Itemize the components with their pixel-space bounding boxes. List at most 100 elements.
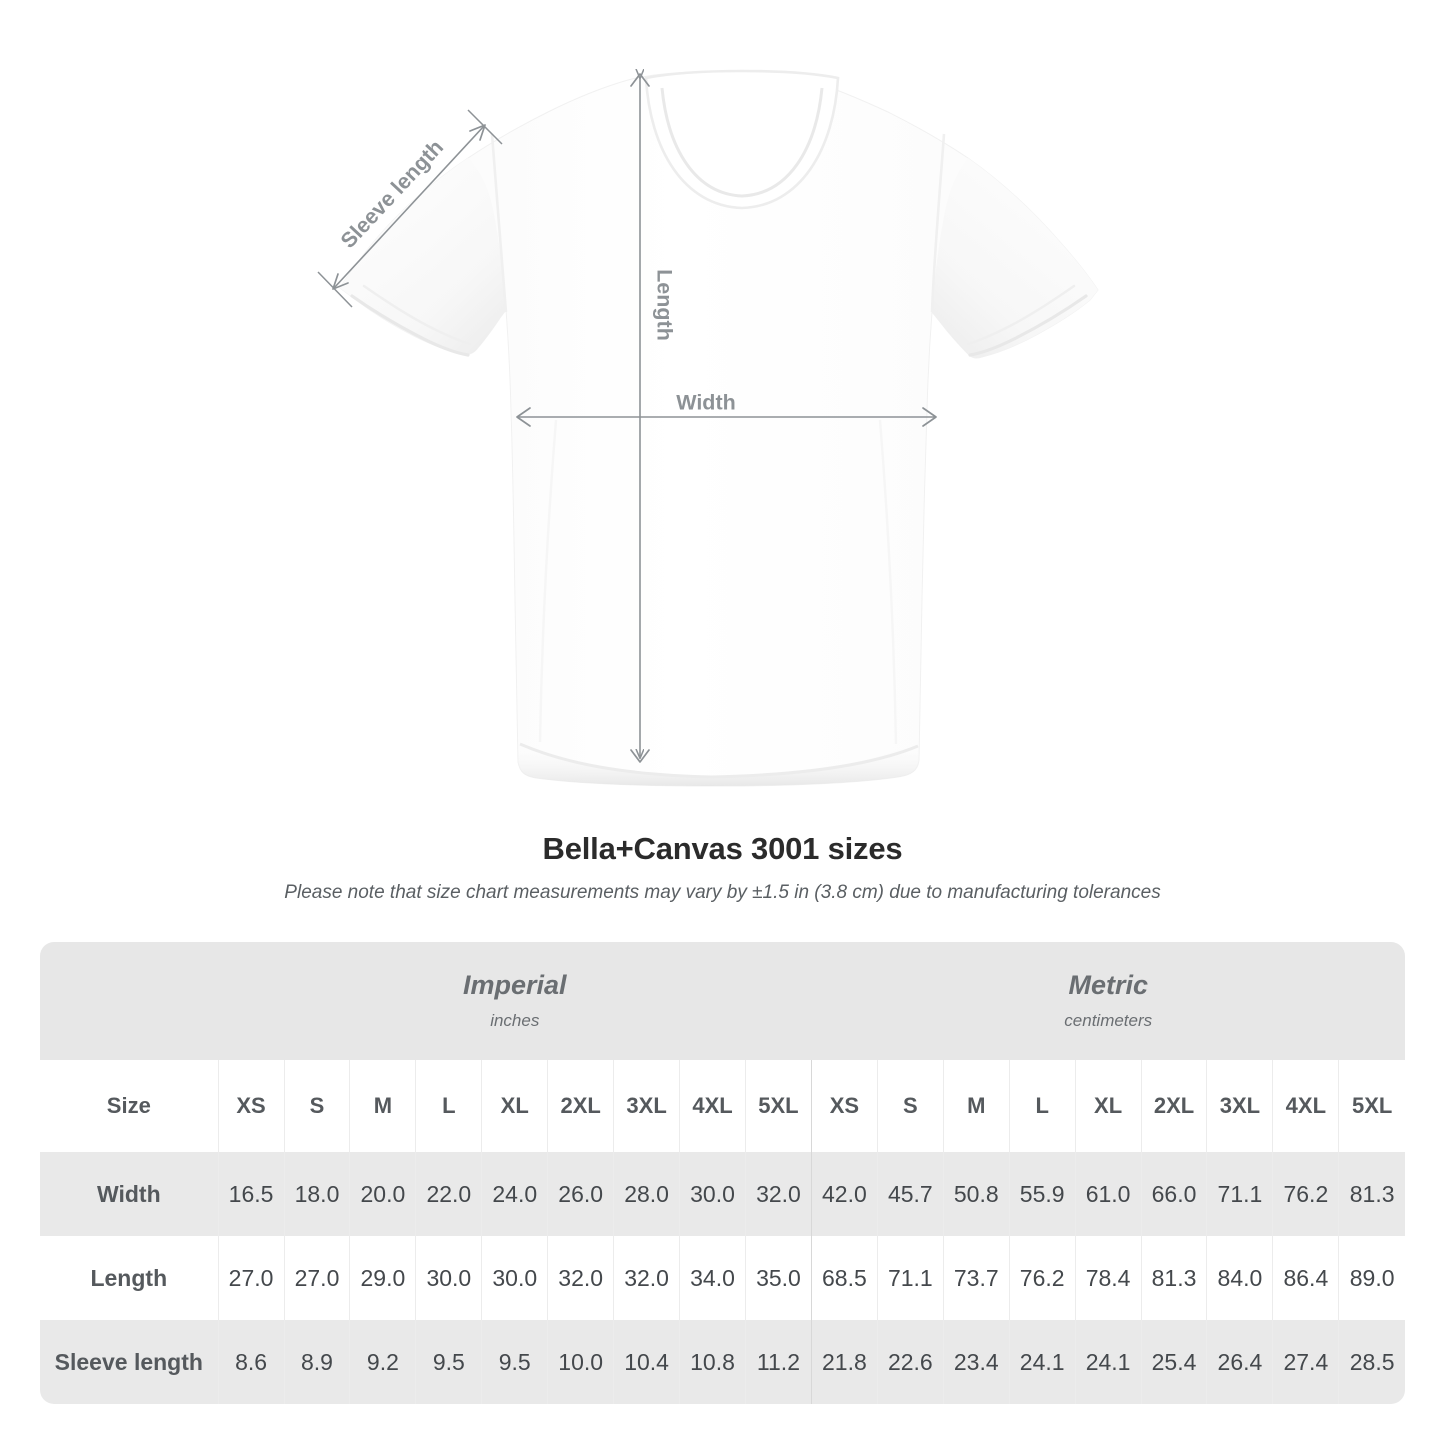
- unit-band-spacer: [40, 942, 219, 1060]
- cell-length-imperial-4xl: 34.0: [679, 1236, 746, 1320]
- cell-length-metric-xs: 68.5: [810, 1236, 878, 1320]
- unit-group-imperial: Imperial inches: [218, 942, 812, 1060]
- right-sleeve-cuff-inner: [966, 284, 1076, 346]
- cell-sleeve-length-metric-xs: 21.8: [810, 1320, 878, 1404]
- fabric-fold-right: [878, 419, 898, 745]
- cell-sleeve-length-metric-2xl: 25.4: [1140, 1320, 1207, 1404]
- right-armhole-seam: [930, 133, 946, 313]
- cell-sleeve-length-imperial-m: 9.2: [349, 1320, 416, 1404]
- cell-length-imperial-5xl: 35.0: [744, 1236, 812, 1320]
- size-header-imperial-4xl: 4XL: [679, 1060, 746, 1152]
- size-header-imperial-3xl: 3XL: [613, 1060, 680, 1152]
- cell-width-imperial-xl: 24.0: [481, 1152, 548, 1236]
- cell-length-metric-l: 76.2: [1008, 1236, 1076, 1320]
- unit-group-metric-unit: centimeters: [1064, 1011, 1153, 1030]
- cell-sleeve-length-metric-3xl: 26.4: [1206, 1320, 1273, 1404]
- cell-width-metric-4xl: 76.2: [1272, 1152, 1339, 1236]
- cell-width-metric-xl: 61.0: [1074, 1152, 1142, 1236]
- unit-group-metric-name: Metric: [1068, 970, 1148, 1000]
- cell-width-metric-2xl: 66.0: [1140, 1152, 1207, 1236]
- size-chart-table: Imperial inches Metric centimeters Size …: [40, 942, 1405, 1404]
- length-arrow-top: [630, 73, 650, 87]
- sleeve-dimension-line: [333, 125, 485, 289]
- cell-length-imperial-xl: 30.0: [481, 1236, 548, 1320]
- cell-length-imperial-s: 27.0: [283, 1236, 350, 1320]
- cell-length-metric-s: 71.1: [876, 1236, 944, 1320]
- unit-group-imperial-unit: inches: [490, 1011, 540, 1030]
- cell-length-metric-5xl: 89.0: [1338, 1236, 1405, 1320]
- size-header-imperial-l: L: [415, 1060, 482, 1152]
- cell-length-imperial-3xl: 32.0: [613, 1236, 680, 1320]
- sleeve-arrow-lower: [332, 273, 349, 290]
- size-header-metric-4xl: 4XL: [1272, 1060, 1339, 1152]
- size-header-metric-s: S: [876, 1060, 944, 1152]
- cell-length-imperial-2xl: 32.0: [547, 1236, 614, 1320]
- cell-width-imperial-3xl: 28.0: [613, 1152, 680, 1236]
- cell-length-metric-3xl: 84.0: [1206, 1236, 1273, 1320]
- width-label: Width: [676, 391, 736, 415]
- cell-length-imperial-m: 29.0: [349, 1236, 416, 1320]
- cell-width-imperial-l: 22.0: [415, 1152, 482, 1236]
- cell-length-metric-m: 73.7: [942, 1236, 1010, 1320]
- sleeve-tick-upper: [467, 109, 503, 145]
- right-sleeve-cuff: [968, 294, 1088, 357]
- right-sleeve-shade: [932, 158, 1098, 358]
- cell-sleeve-length-imperial-xl: 9.5: [481, 1320, 548, 1404]
- cell-width-metric-3xl: 71.1: [1206, 1152, 1273, 1236]
- cell-sleeve-length-imperial-5xl: 11.2: [744, 1320, 812, 1404]
- size-header-metric-5xl: 5XL: [1338, 1060, 1405, 1152]
- left-sleeve-cuff: [350, 294, 470, 357]
- cell-length-metric-xl: 78.4: [1074, 1236, 1142, 1320]
- cell-sleeve-length-imperial-2xl: 10.0: [547, 1320, 614, 1404]
- size-header-imperial-xs: XS: [217, 1060, 285, 1152]
- page-title: Bella+Canvas 3001 sizes: [542, 831, 903, 866]
- length-arrow-bottom: [630, 749, 650, 763]
- left-armhole-seam: [490, 133, 508, 313]
- cell-width-metric-m: 50.8: [942, 1152, 1010, 1236]
- cell-sleeve-length-metric-s: 22.6: [876, 1320, 944, 1404]
- table-row: Sleeve length 8.6 8.9 9.2 9.5 9.5 10.0 10.4 10.8…: [40, 1320, 1405, 1404]
- size-header-imperial-s: S: [283, 1060, 350, 1152]
- tshirt-diagram: Sleeve length Length Width: [317, 0, 1099, 787]
- size-chart-table-wrap: Imperial inches Metric centimeters Size …: [40, 942, 1405, 1404]
- size-header-metric-3xl: 3XL: [1206, 1060, 1273, 1152]
- size-header-metric-2xl: 2XL: [1140, 1060, 1207, 1152]
- cell-sleeve-length-imperial-s: 8.9: [283, 1320, 350, 1404]
- size-header-metric-xs: XS: [810, 1060, 878, 1152]
- cell-sleeve-length-metric-xl: 24.1: [1074, 1320, 1142, 1404]
- size-header-imperial-xl: XL: [481, 1060, 548, 1152]
- left-sleeve-shade: [340, 158, 506, 355]
- cell-width-imperial-2xl: 26.0: [547, 1152, 614, 1236]
- width-arrow-left: [516, 407, 531, 427]
- sleeve-tick-lower: [317, 271, 353, 308]
- cell-sleeve-length-imperial-xs: 8.6: [217, 1320, 285, 1404]
- size-header-metric-m: M: [942, 1060, 1010, 1152]
- measurement-annotations: [317, 73, 937, 763]
- cell-sleeve-length-metric-4xl: 27.4: [1272, 1320, 1339, 1404]
- tshirt-illustration: Sleeve length Length Width: [317, 0, 1099, 787]
- cell-length-metric-4xl: 86.4: [1272, 1236, 1339, 1320]
- cell-width-metric-5xl: 81.3: [1338, 1152, 1405, 1236]
- size-header-label: Size: [40, 1060, 219, 1152]
- fabric-fold-left: [538, 419, 558, 743]
- tolerance-note: Please note that size chart measurements…: [284, 882, 1161, 903]
- size-header-metric-l: L: [1008, 1060, 1076, 1152]
- size-header-imperial-5xl: 5XL: [744, 1060, 812, 1152]
- unit-group-metric: Metric centimeters: [811, 942, 1405, 1060]
- unit-band-row: Imperial inches Metric centimeters: [40, 942, 1405, 1060]
- cell-length-metric-2xl: 81.3: [1140, 1236, 1207, 1320]
- cell-width-imperial-s: 18.0: [283, 1152, 350, 1236]
- size-header-imperial-2xl: 2XL: [547, 1060, 614, 1152]
- cell-sleeve-length-metric-m: 23.4: [942, 1320, 1010, 1404]
- size-header-imperial-m: M: [349, 1060, 416, 1152]
- bottom-hem-seam: [519, 742, 919, 779]
- collar-rib: [660, 87, 824, 198]
- width-arrow-right: [922, 407, 937, 427]
- bottom-hem-shade: [518, 740, 919, 786]
- unit-group-imperial-name: Imperial: [462, 970, 567, 1000]
- row-label-length: Length: [40, 1236, 219, 1320]
- cell-length-imperial-l: 30.0: [415, 1236, 482, 1320]
- sleeve-arrow-upper: [469, 124, 486, 141]
- garment-shape: [339, 69, 1099, 787]
- cell-sleeve-length-metric-l: 24.1: [1008, 1320, 1076, 1404]
